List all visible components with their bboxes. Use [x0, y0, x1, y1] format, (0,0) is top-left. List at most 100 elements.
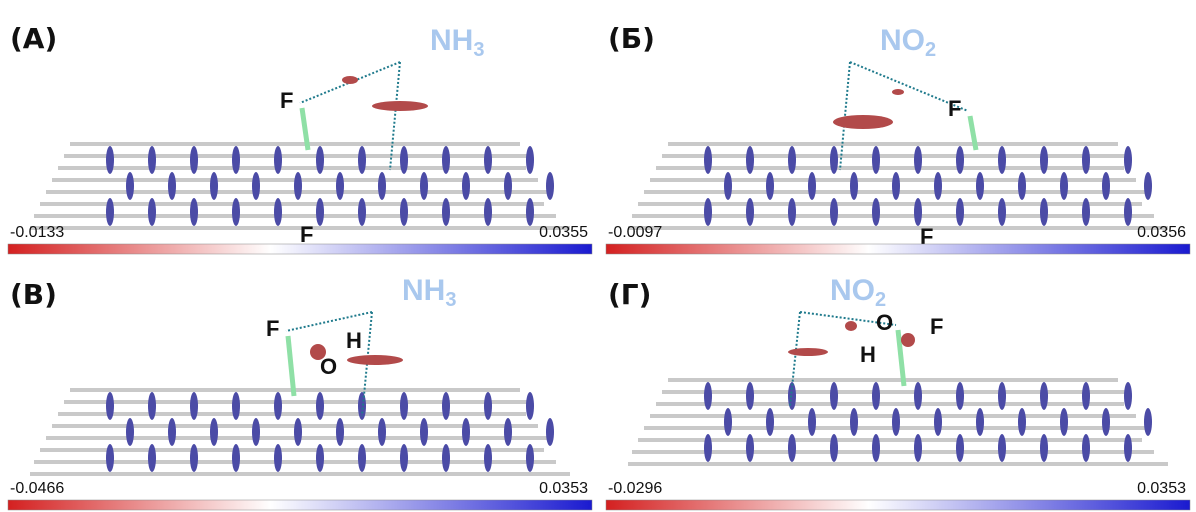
interaction-surface: [1040, 198, 1048, 226]
bond-path: [390, 62, 400, 170]
interaction-surface: [106, 444, 114, 472]
interaction-surface: [210, 418, 218, 446]
molecule-base: NH: [430, 24, 473, 57]
panel-label: (Г): [608, 278, 651, 311]
fluorine-bond: [288, 336, 294, 396]
interaction-surface: [336, 172, 344, 200]
repulsion-surface: [892, 89, 904, 95]
interaction-surface: [1144, 172, 1152, 200]
interaction-surface: [358, 444, 366, 472]
interaction-surface: [704, 198, 712, 226]
interaction-surface: [358, 198, 366, 226]
interaction-surface: [788, 198, 796, 226]
interaction-surface: [724, 408, 732, 436]
interaction-surface: [504, 418, 512, 446]
interaction-surface: [126, 418, 134, 446]
interaction-surface: [914, 146, 922, 174]
atom-label: F: [266, 316, 279, 341]
interaction-surface: [872, 382, 880, 410]
interaction-surface: [400, 392, 408, 420]
interaction-surface: [378, 172, 386, 200]
interaction-surface: [1124, 146, 1132, 174]
interaction-surface: [168, 418, 176, 446]
interaction-surface: [830, 434, 838, 462]
interaction-surface: [462, 418, 470, 446]
molecule-base: NO: [830, 274, 875, 307]
interaction-surface: [526, 392, 534, 420]
interaction-surface: [788, 434, 796, 462]
interaction-surface: [148, 146, 156, 174]
molecule-subscript: 2: [875, 289, 886, 311]
interaction-surface: [190, 444, 198, 472]
scale-min: -0.0097: [608, 224, 662, 241]
interaction-surface: [704, 382, 712, 410]
interaction-surface: [892, 408, 900, 436]
interaction-surface: [316, 146, 324, 174]
interaction-surface: [1082, 146, 1090, 174]
interaction-surface: [1040, 434, 1048, 462]
interaction-surface: [378, 418, 386, 446]
colorbar: [8, 500, 592, 510]
molecule-label: NH3: [402, 274, 456, 311]
colorbar: [606, 244, 1190, 254]
interaction-surface: [1082, 434, 1090, 462]
interaction-surface: [190, 146, 198, 174]
scale-max: 0.0356: [1137, 224, 1186, 241]
scale-min: -0.0133: [10, 224, 64, 241]
interaction-surface: [872, 434, 880, 462]
interaction-surface: [1124, 382, 1132, 410]
interaction-surface: [400, 198, 408, 226]
molecule-subscript: 2: [925, 39, 936, 61]
interaction-surface: [526, 146, 534, 174]
interaction-surface: [1102, 408, 1110, 436]
interaction-surface: [746, 382, 754, 410]
interaction-surface: [442, 146, 450, 174]
interaction-surface: [976, 172, 984, 200]
interaction-surface: [252, 172, 260, 200]
interaction-surface: [830, 382, 838, 410]
interaction-surface: [830, 146, 838, 174]
interaction-surface: [484, 444, 492, 472]
interaction-surface: [546, 172, 554, 200]
interaction-surface: [190, 198, 198, 226]
interaction-surface: [1040, 382, 1048, 410]
interaction-surface: [1144, 408, 1152, 436]
interaction-surface: [546, 418, 554, 446]
molecule-label: NH3: [430, 24, 484, 61]
interaction-surface: [442, 444, 450, 472]
atom-label: O: [320, 354, 337, 379]
interaction-surface: [788, 146, 796, 174]
interaction-surface: [892, 172, 900, 200]
interaction-surface: [704, 146, 712, 174]
interaction-surface: [934, 408, 942, 436]
interaction-surface: [1018, 408, 1026, 436]
interaction-surface: [998, 382, 1006, 410]
interaction-surface: [850, 172, 858, 200]
interaction-surface: [956, 434, 964, 462]
repulsion-surface: [901, 333, 915, 347]
interaction-surface: [1082, 382, 1090, 410]
repulsion-surface: [833, 115, 893, 129]
interaction-surface: [998, 198, 1006, 226]
interaction-surface: [484, 146, 492, 174]
repulsion-surface: [845, 321, 857, 331]
atom-label: H: [860, 342, 876, 367]
interaction-surface: [316, 444, 324, 472]
interaction-surface: [526, 444, 534, 472]
interaction-surface: [232, 146, 240, 174]
interaction-surface: [766, 408, 774, 436]
panel-label: (A): [10, 22, 57, 55]
scale-min: -0.0296: [608, 480, 662, 497]
interaction-surface: [442, 392, 450, 420]
atom-label: F: [930, 314, 943, 339]
interaction-surface: [808, 172, 816, 200]
interaction-surface: [1060, 408, 1068, 436]
interaction-surface: [126, 172, 134, 200]
molecule-subscript: 3: [445, 289, 456, 311]
interaction-surface: [484, 198, 492, 226]
interaction-surface: [1018, 172, 1026, 200]
scale-min: -0.0466: [10, 480, 64, 497]
interaction-surface: [232, 444, 240, 472]
